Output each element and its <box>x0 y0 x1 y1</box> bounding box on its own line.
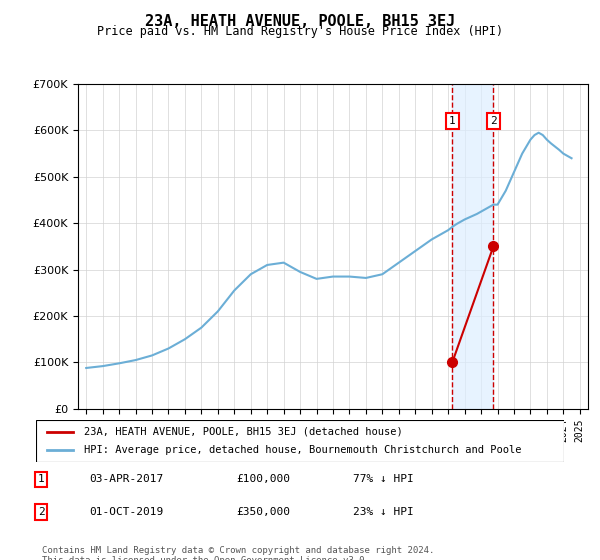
FancyBboxPatch shape <box>36 420 564 462</box>
Text: 77% ↓ HPI: 77% ↓ HPI <box>353 474 413 484</box>
Text: £100,000: £100,000 <box>236 474 290 484</box>
Text: £350,000: £350,000 <box>236 507 290 517</box>
Text: 23% ↓ HPI: 23% ↓ HPI <box>353 507 413 517</box>
Text: 1: 1 <box>38 474 44 484</box>
Text: Contains HM Land Registry data © Crown copyright and database right 2024.
This d: Contains HM Land Registry data © Crown c… <box>42 546 434 560</box>
Text: 23A, HEATH AVENUE, POOLE, BH15 3EJ: 23A, HEATH AVENUE, POOLE, BH15 3EJ <box>145 14 455 29</box>
Text: Price paid vs. HM Land Registry's House Price Index (HPI): Price paid vs. HM Land Registry's House … <box>97 25 503 38</box>
Text: 01-OCT-2019: 01-OCT-2019 <box>89 507 163 517</box>
Text: 1: 1 <box>449 116 455 126</box>
Text: 2: 2 <box>38 507 44 517</box>
Text: 23A, HEATH AVENUE, POOLE, BH15 3EJ (detached house): 23A, HEATH AVENUE, POOLE, BH15 3EJ (deta… <box>83 427 402 437</box>
Bar <box>452 84 493 409</box>
Text: HPI: Average price, detached house, Bournemouth Christchurch and Poole: HPI: Average price, detached house, Bour… <box>83 445 521 455</box>
Text: 2: 2 <box>490 116 497 126</box>
Text: 03-APR-2017: 03-APR-2017 <box>89 474 163 484</box>
